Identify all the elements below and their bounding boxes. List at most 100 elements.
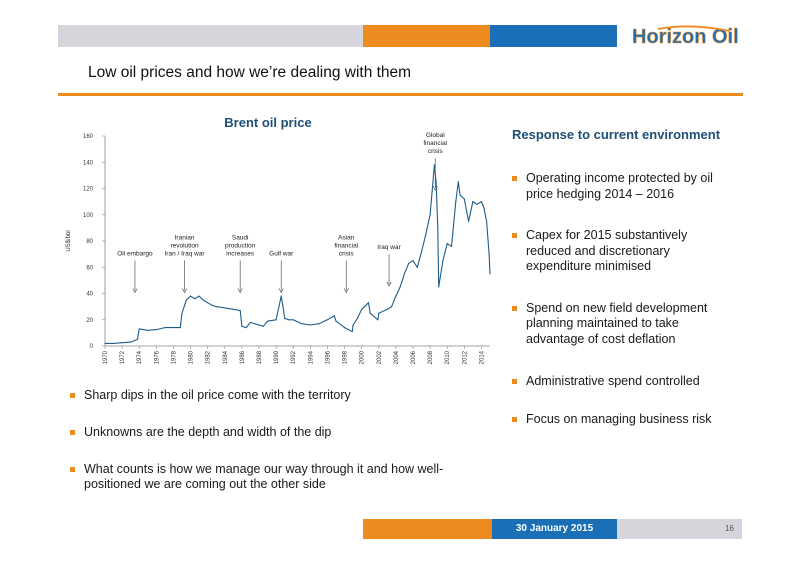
data-point (194, 298, 196, 300)
data-point (435, 181, 437, 183)
data-point (207, 302, 209, 304)
data-point (361, 308, 363, 310)
data-point (280, 295, 282, 297)
footer-date: 30 January 2015 (492, 519, 617, 539)
data-point (450, 245, 453, 247)
data-point (301, 323, 303, 325)
data-point (284, 317, 286, 319)
y-tick-label: 120 (83, 187, 94, 193)
x-tick-label: 1978 (171, 350, 177, 364)
left-bullet-list: Sharp dips in the oil price come with th… (70, 388, 450, 514)
data-point (309, 324, 311, 326)
data-point (136, 338, 139, 340)
data-point (282, 306, 284, 308)
data-point (391, 306, 393, 308)
x-tick-label: 1992 (291, 350, 297, 364)
data-point (377, 319, 379, 321)
annotation-label: revolution (170, 243, 199, 250)
data-point (202, 299, 204, 301)
y-tick-label: 20 (86, 318, 93, 324)
x-tick-label: 1972 (120, 350, 126, 364)
annotation-label: Asian (338, 235, 355, 242)
data-point (476, 203, 478, 205)
header-band-grey (58, 25, 363, 47)
chart: Brent oil price 0 20 40 60 80 100 120 140 160 197… (58, 108, 498, 373)
x-tick-label: 1988 (257, 350, 263, 364)
data-point (412, 260, 414, 262)
annotation-label: financial (334, 243, 358, 250)
x-tick-label: 1980 (189, 350, 195, 364)
data-point (421, 250, 423, 253)
data-point (292, 319, 294, 321)
x-tick-label: 2002 (377, 350, 383, 364)
x-tick-label: 1984 (223, 350, 229, 364)
data-point (416, 266, 418, 268)
data-point (378, 312, 380, 314)
data-point (468, 220, 470, 222)
annotation-label: Iraq war (377, 244, 401, 251)
data-point (489, 273, 491, 275)
data-point (335, 320, 337, 322)
data-point (472, 201, 474, 203)
response-heading: Response to current environment (512, 127, 721, 142)
data-point (356, 317, 358, 319)
data-point (403, 273, 405, 275)
data-point (408, 262, 410, 264)
right-bullet-4: Administrative spend controlled (512, 374, 732, 390)
annotation-arrowhead (237, 288, 243, 294)
data-point (399, 286, 401, 288)
x-tick-label: 1990 (274, 350, 280, 364)
data-point (198, 295, 200, 297)
data-point (386, 308, 388, 310)
data-point (245, 327, 247, 329)
data-point (224, 307, 226, 309)
x-tick-label: 1996 (325, 350, 331, 364)
data-point (457, 181, 459, 183)
y-axis-label: US$/bbl (66, 230, 72, 251)
data-point (455, 201, 457, 203)
data-point (433, 164, 435, 166)
footer-band-orange (363, 519, 492, 539)
data-point (211, 304, 213, 306)
data-point (155, 329, 157, 331)
left-bullet-2: Unknowns are the depth and width of the … (70, 425, 450, 440)
annotation-arrowhead (432, 185, 438, 191)
data-point (344, 327, 346, 329)
data-point (429, 214, 431, 216)
data-point (437, 227, 439, 229)
annotation-label: Global (426, 132, 445, 139)
page-number: 16 (617, 519, 742, 539)
data-point (488, 253, 490, 255)
data-point (130, 341, 132, 343)
logo-text: Horizon Oil (632, 26, 739, 48)
data-point (147, 329, 149, 331)
data-point (326, 319, 328, 321)
data-point (181, 312, 183, 314)
data-point (275, 319, 277, 321)
x-tick-label: 2006 (411, 350, 417, 364)
annotation-label: Gulf war (269, 251, 294, 258)
x-tick-label: 1974 (137, 350, 143, 364)
x-tick-label: 1970 (103, 350, 109, 364)
annotation-label: Iran / Iraq war (165, 251, 206, 258)
data-point (239, 310, 241, 312)
brent-price-line (105, 164, 491, 344)
annotation-label: Iranian (175, 235, 195, 242)
data-point (483, 207, 485, 209)
left-bullet-1: Sharp dips in the oil price come with th… (70, 388, 450, 403)
data-point (121, 342, 123, 344)
right-bullet-5: Focus on managing business risk (512, 412, 732, 428)
data-point (486, 220, 488, 222)
data-point (241, 325, 243, 327)
annotation-label: Oil embargo (117, 251, 153, 258)
data-point (179, 327, 181, 329)
data-point (267, 320, 269, 322)
data-point (288, 319, 290, 321)
data-point (367, 302, 370, 304)
data-point (104, 342, 106, 344)
chart-svg: 0 20 40 60 80 100 120 140 160 1970 1972 1974 1976 197… (66, 132, 491, 364)
annotation-label: crisis (428, 148, 444, 155)
annotation-label: crisis (339, 251, 355, 258)
right-bullet-3: Spend on new field development planning … (512, 301, 732, 348)
right-bullet-list: Operating income protected by oil price … (512, 171, 732, 427)
